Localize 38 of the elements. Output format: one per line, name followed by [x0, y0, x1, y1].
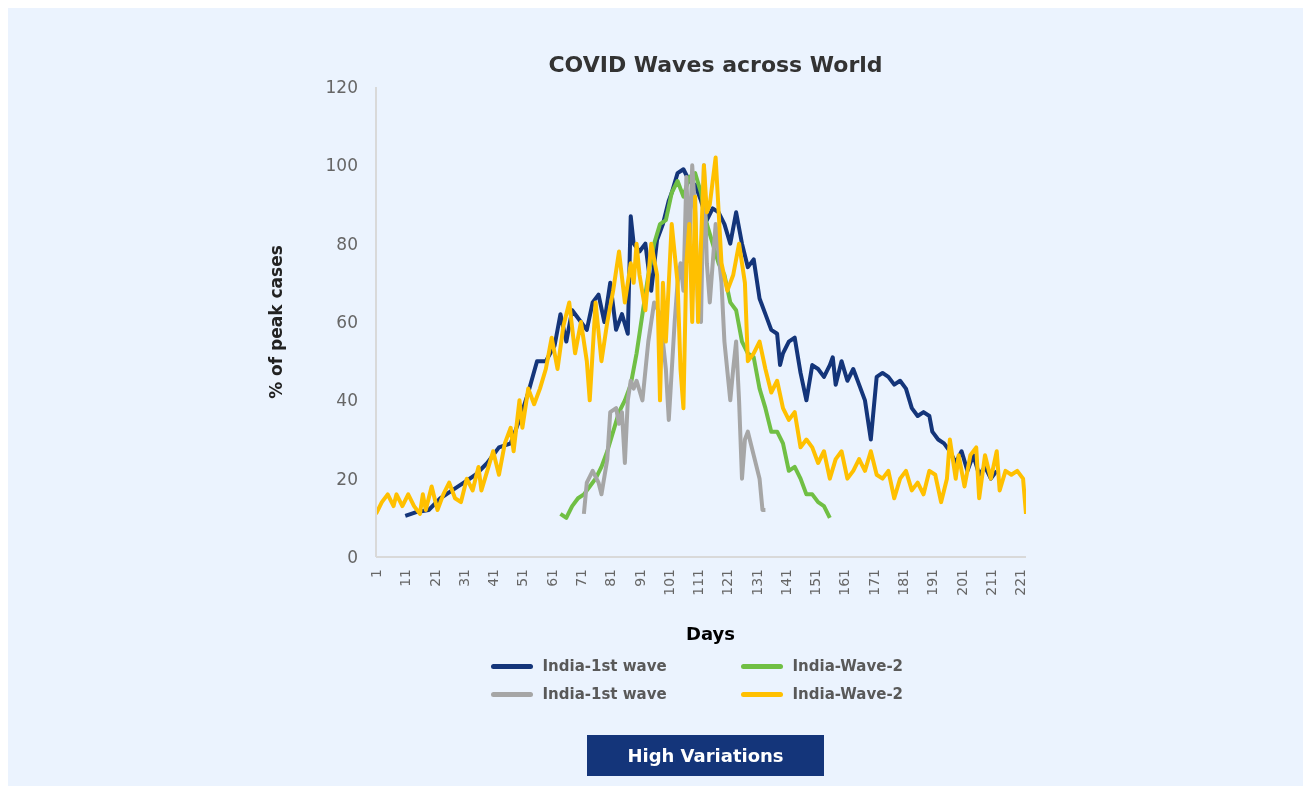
x-tick-label: 21: [426, 569, 443, 587]
y-tick-label: 40: [335, 390, 358, 411]
x-tick-label: 51: [513, 569, 530, 587]
x-tick-label: 121: [718, 569, 735, 596]
y-tick-label: 60: [335, 312, 358, 333]
x-tick-label: 1: [367, 569, 384, 578]
text: High Variations: [587, 735, 824, 776]
x-tick-label: 141: [777, 569, 794, 596]
x-tick-label: 31: [455, 569, 472, 587]
x-tick-label: 81: [601, 569, 618, 587]
x-tick-label: 131: [748, 569, 765, 596]
legend-label: India-1st wave: [542, 657, 667, 675]
chart-title: COVID Waves across World: [548, 52, 883, 77]
y-axis-title: % of peak cases: [265, 245, 286, 399]
legend-label: India-Wave-2: [792, 685, 904, 703]
x-tick-label: 61: [543, 569, 560, 587]
y-tick-label: 100: [325, 155, 358, 176]
x-tick-label: 201: [953, 569, 970, 596]
x-tick-label: 11: [396, 569, 413, 587]
x-tick-label: 71: [572, 569, 589, 587]
y-tick-label: 0: [346, 547, 358, 568]
x-tick-label: 181: [894, 569, 911, 596]
y-tick-label: 80: [335, 233, 358, 254]
legend-label: India-Wave-2: [792, 657, 904, 675]
legend-label: India-1st wave: [542, 685, 667, 703]
x-tick-label: 171: [865, 569, 882, 596]
x-axis-title: Days: [686, 622, 735, 646]
x-tick-label: 151: [806, 569, 823, 596]
x-tick-label: 101: [660, 569, 677, 596]
x-tick-label: 191: [923, 569, 940, 596]
x-tick-label: 161: [835, 569, 852, 596]
y-tick-label: 20: [335, 468, 358, 489]
x-tick-label: 41: [484, 569, 501, 587]
y-tick-label: 120: [325, 77, 358, 98]
x-tick-label: 221: [1011, 569, 1028, 596]
x-tick-label: 111: [689, 569, 706, 596]
x-tick-label: 91: [631, 569, 648, 587]
x-tick-label: 211: [982, 569, 999, 596]
